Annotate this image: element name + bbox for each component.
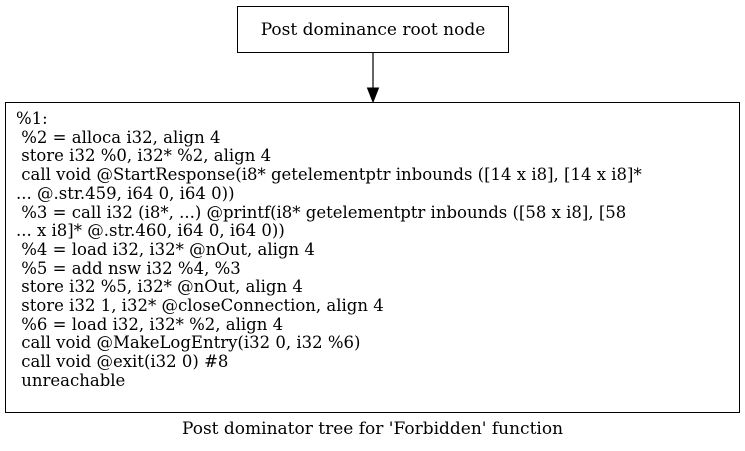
code-line: call void @StartResponse(i8* getelementp… <box>16 166 739 185</box>
code-line: store i32 %5, i32* @nOut, align 4 <box>16 278 739 297</box>
code-line: call void @exit(i32 0) #8 <box>16 353 739 372</box>
code-line: call void @MakeLogEntry(i32 0, i32 %6) <box>16 334 739 353</box>
diagram-caption: Post dominator tree for 'Forbidden' func… <box>0 419 745 439</box>
code-line: %6 = load i32, i32* %2, align 4 <box>16 316 739 335</box>
code-line: ... x i8]* @.str.460, i64 0, i64 0)) <box>16 222 739 241</box>
arrowhead <box>368 88 379 102</box>
code-line: %4 = load i32, i32* @nOut, align 4 <box>16 241 739 260</box>
code-line: %5 = add nsw i32 %4, %3 <box>16 260 739 279</box>
code-line: %3 = call i32 (i8*, ...) @printf(i8* get… <box>16 204 739 223</box>
code-line: unreachable <box>16 372 739 391</box>
code-line: %2 = alloca i32, align 4 <box>16 129 739 148</box>
code-line: store i32 1, i32* @closeConnection, alig… <box>16 297 739 316</box>
basic-block-node: %1: %2 = alloca i32, align 4 store i32 %… <box>5 102 740 413</box>
code-line: %1: <box>16 110 739 129</box>
code-line: store i32 %0, i32* %2, align 4 <box>16 147 739 166</box>
code-line: ... @.str.459, i64 0, i64 0)) <box>16 185 739 204</box>
